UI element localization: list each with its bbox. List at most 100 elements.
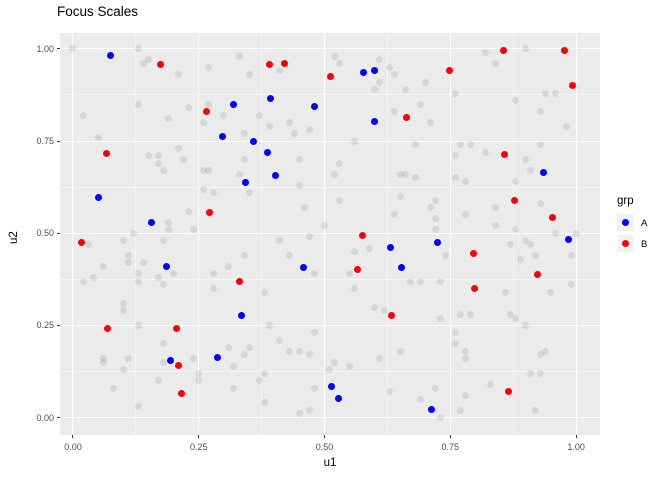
point-background xyxy=(502,288,510,296)
point-background xyxy=(165,226,173,234)
legend-dot-icon xyxy=(622,219,629,226)
point-background xyxy=(205,63,213,71)
point-background xyxy=(461,211,469,219)
point-background xyxy=(366,244,374,252)
point-background xyxy=(295,347,303,355)
point-B xyxy=(358,231,366,239)
point-background xyxy=(396,192,404,200)
point-B xyxy=(471,285,479,293)
point-background xyxy=(119,366,127,374)
x-tick-label: 1.00 xyxy=(567,442,585,452)
point-A xyxy=(162,262,170,270)
point-background xyxy=(517,255,525,263)
point-background xyxy=(401,170,409,178)
point-background xyxy=(265,122,273,130)
point-background xyxy=(391,108,399,116)
point-B xyxy=(177,389,185,397)
point-background xyxy=(461,178,469,186)
point-background xyxy=(376,355,384,363)
point-B xyxy=(203,108,211,116)
point-background xyxy=(346,362,354,370)
point-A xyxy=(264,148,272,156)
plot-title: Focus Scales xyxy=(57,4,139,19)
point-background xyxy=(371,85,379,93)
point-background xyxy=(255,111,263,119)
point-background xyxy=(260,399,268,407)
point-background xyxy=(240,351,248,359)
point-background xyxy=(195,377,203,385)
point-background xyxy=(305,126,313,134)
point-background xyxy=(305,351,313,359)
point-background xyxy=(346,270,354,278)
gridline-major-vertical xyxy=(72,33,74,435)
gridline-minor-vertical xyxy=(512,33,514,435)
point-background xyxy=(240,130,248,138)
point-background xyxy=(79,277,87,285)
point-background xyxy=(124,251,132,259)
point-background xyxy=(527,369,535,377)
legend-label: B xyxy=(641,239,648,250)
point-B xyxy=(172,324,180,332)
point-A xyxy=(397,264,405,272)
point-background xyxy=(492,60,500,68)
point-background xyxy=(260,288,268,296)
point-A xyxy=(427,405,435,413)
point-background xyxy=(160,340,168,348)
point-background xyxy=(527,167,535,175)
x-tick-mark xyxy=(72,435,74,438)
point-background xyxy=(230,362,238,370)
point-background xyxy=(285,119,293,127)
gridline-minor-horizontal xyxy=(60,94,600,96)
point-background xyxy=(119,299,127,307)
point-A xyxy=(166,357,174,364)
point-background xyxy=(265,321,273,329)
point-background xyxy=(391,211,399,219)
point-background xyxy=(376,78,384,86)
point-background xyxy=(527,240,535,248)
point-background xyxy=(84,240,92,248)
point-background xyxy=(381,307,389,315)
point-background xyxy=(391,71,399,79)
legend-key xyxy=(617,235,634,252)
point-background xyxy=(99,262,107,270)
point-background xyxy=(451,340,459,348)
point-background xyxy=(487,380,495,388)
point-background xyxy=(134,45,142,53)
point-background xyxy=(119,237,127,245)
point-B xyxy=(549,213,557,221)
point-background xyxy=(547,288,555,296)
point-background xyxy=(537,351,545,359)
y-tick-label: 0.00 xyxy=(36,412,54,423)
x-tick-label: 0.75 xyxy=(441,442,460,452)
point-background xyxy=(512,226,520,234)
point-background xyxy=(371,303,379,311)
legend-label: A xyxy=(641,218,648,229)
point-background xyxy=(562,122,570,130)
point-background xyxy=(522,237,530,245)
point-A xyxy=(249,138,257,146)
point-A xyxy=(359,68,367,76)
point-background xyxy=(351,248,359,256)
y-tick-mark xyxy=(57,324,60,326)
point-A xyxy=(327,382,335,390)
point-background xyxy=(245,71,253,79)
point-background xyxy=(165,115,173,123)
point-background xyxy=(300,203,308,211)
point-B xyxy=(504,387,512,395)
y-tick-label: 1.00 xyxy=(36,43,54,54)
point-A xyxy=(238,312,246,319)
gridline-major-vertical xyxy=(198,33,200,435)
x-tick-mark xyxy=(198,435,200,438)
point-B xyxy=(174,361,182,369)
point-background xyxy=(567,251,575,259)
point-background xyxy=(124,355,132,363)
point-A xyxy=(565,235,573,243)
point-A xyxy=(229,101,237,109)
point-background xyxy=(275,67,283,75)
point-background xyxy=(542,89,550,97)
point-background xyxy=(139,259,147,267)
legend-key xyxy=(617,214,634,231)
point-background xyxy=(396,170,404,178)
